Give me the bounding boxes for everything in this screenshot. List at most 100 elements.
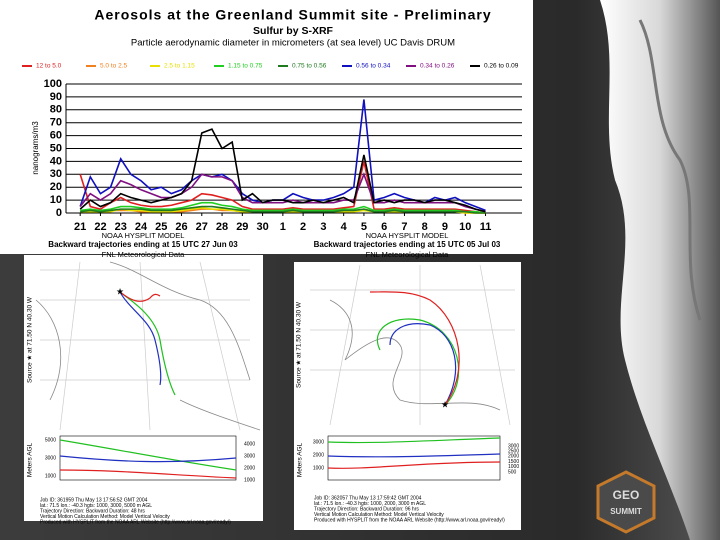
chart-note: Particle aerodynamic diameter in microme…	[131, 38, 455, 49]
chart-subtitle: Sulfur by S-XRF	[253, 25, 334, 37]
altitude-tick-label: 3000	[508, 443, 519, 449]
x-tick-label: 10	[459, 221, 471, 233]
trajectory-green	[376, 318, 460, 406]
panel-model: NOAA HYSPLIT MODEL	[102, 231, 185, 240]
coast-detail	[638, 19, 702, 321]
trajectory-panel: NOAA HYSPLIT MODEL Backward trajectories…	[24, 231, 263, 525]
logo-text: GEO	[613, 488, 640, 502]
panel-footer: Vertical Motion Calculation Method: Mode…	[314, 512, 444, 518]
legend-label: 2.5 to 1.15	[164, 63, 195, 70]
legend-label: 0.34 to 0.26	[420, 63, 455, 70]
altitude-blue	[327, 453, 501, 458]
map-coastline	[35, 261, 261, 431]
altitude-green	[327, 437, 501, 444]
legend-label: 0.75 to 0.56	[292, 63, 327, 70]
y-tick-label: 50	[50, 142, 62, 154]
x-tick-label: 1	[280, 221, 286, 233]
altitude-tick-label: 3000	[45, 455, 56, 461]
x-tick-label: 29	[236, 221, 248, 233]
panel-footer: Produced with HYSPLIT from the NOAA ARL …	[314, 517, 505, 523]
y-tick-label: 10	[50, 194, 62, 206]
trajectory-panel: NOAA HYSPLIT MODEL Backward trajectories…	[294, 231, 521, 530]
legend-label: 0.26 to 0.09	[484, 63, 519, 70]
map-grid	[310, 264, 515, 426]
logo: GEO SUMMIT	[596, 470, 656, 534]
legend-label: 0.56 to 0.34	[356, 63, 391, 70]
x-tick-label: 24	[135, 221, 148, 233]
panel-title: Backward trajectories ending at 15 UTC 0…	[314, 240, 501, 249]
panel-source: Source ★ at 71.50 N 40.30 W	[26, 296, 34, 383]
source-marker: ★	[441, 399, 449, 409]
panel-footer: Trajectory Direction: Backward Duration:…	[40, 508, 145, 514]
logo-hexagon	[596, 470, 656, 534]
x-tick-label: 8	[422, 221, 428, 233]
altitude-tick-label: 3000	[313, 439, 324, 445]
altitude-blue	[59, 455, 237, 463]
satellite-image	[600, 0, 720, 540]
chart-title: Aerosols at the Greenland Summit site - …	[94, 7, 491, 23]
panel-data: FNL Meteorological Data	[102, 250, 186, 259]
x-tick-label: 27	[196, 221, 208, 233]
altitude-tick-label: 1000	[508, 464, 519, 470]
altitude-tick-label: 3000	[244, 453, 255, 459]
legend: 12 to 5.0 5.0 to 2.5 2.5 to 1.15 1.15 to 0.…	[22, 63, 519, 70]
x-tick-label: 23	[115, 221, 127, 233]
panel-footer: Trajectory Direction: Backward Duration:…	[314, 506, 419, 512]
legend-label: 5.0 to 2.5	[100, 63, 127, 70]
series-line	[79, 161, 486, 214]
y-tick-label: 40	[50, 155, 62, 167]
source-marker: ★	[116, 286, 124, 296]
panel-data: FNL Meteorological Data	[366, 250, 450, 259]
trajectory-green	[119, 291, 176, 396]
altitude-red	[327, 461, 501, 469]
altitude-tick-label: 500	[508, 469, 517, 475]
altitude-green	[59, 439, 237, 471]
trajectory-blue	[119, 291, 162, 386]
x-tick-label: 30	[256, 221, 268, 233]
panel-footer: lat.: 71.5 lon.: -40.3 hgts: 1000, 3000,…	[40, 503, 152, 509]
y-tick-label: 30	[50, 168, 62, 180]
panel-model: NOAA HYSPLIT MODEL	[366, 231, 449, 240]
x-tick-label: 25	[155, 221, 167, 233]
panel-background	[294, 262, 521, 530]
x-tick-label: 6	[381, 221, 387, 233]
altitude-tick-label: 4000	[244, 441, 255, 447]
y-axis-label: nanograms/m3	[31, 121, 40, 175]
altitude-tick-label: 1000	[45, 473, 56, 479]
panel-footer: Job ID: 362057 Thu May 13 17:59:42 GMT 2…	[314, 495, 422, 501]
altitude-red	[59, 469, 237, 479]
y-tick-label: 90	[50, 91, 62, 103]
altitude-tick-label: 2000	[508, 454, 519, 460]
y-tick-label: 70	[50, 117, 62, 129]
altitude-tick-label: 2000	[244, 465, 255, 471]
altitude-frame	[327, 435, 501, 481]
altitude-tick-label: 1000	[244, 477, 255, 483]
x-tick-label: 5	[361, 221, 367, 233]
x-tick-label: 28	[216, 221, 228, 233]
altitude-tick-label: 5000	[45, 437, 56, 443]
x-tick-label: 21	[74, 221, 86, 233]
altitude-tick-label: 2000	[313, 452, 324, 458]
x-tick-label: 4	[341, 221, 348, 233]
altitude-tick-label: 1000	[313, 465, 324, 471]
x-tick-label: 3	[320, 221, 326, 233]
series-line	[79, 172, 486, 213]
legend-label: 1.15 to 0.75	[228, 63, 263, 70]
y-tick-label: 60	[50, 130, 62, 142]
x-tick-label: 9	[442, 221, 448, 233]
series-line	[80, 201, 486, 214]
altitude-y-label: Meters AGL	[27, 442, 34, 477]
y-tick-label: 100	[44, 78, 62, 90]
trajectory-red	[119, 291, 161, 302]
y-tick-label: 0	[56, 207, 62, 219]
x-tick-label: 11	[480, 221, 492, 233]
altitude-tick-label: 2500	[508, 449, 519, 455]
panel-footer: Vertical Motion Calculation Method: Mode…	[40, 514, 170, 520]
panel-source: Source ★ at 71.50 N 40.30 W	[295, 301, 303, 388]
panel-footer: lat.: 71.5 lon.: -40.3 hgts: 1000, 2000,…	[314, 501, 426, 507]
legend-label: 12 to 5.0	[36, 63, 62, 70]
series-line	[79, 128, 486, 213]
trajectory-blue	[389, 323, 457, 406]
